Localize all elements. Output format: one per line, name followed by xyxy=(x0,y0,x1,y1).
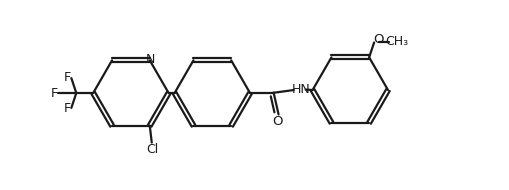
Text: F: F xyxy=(64,71,71,84)
Text: Cl: Cl xyxy=(147,143,159,156)
Text: F: F xyxy=(64,102,71,115)
Text: N: N xyxy=(146,53,155,66)
Text: O: O xyxy=(373,32,383,45)
Text: HN: HN xyxy=(291,82,310,96)
Text: CH₃: CH₃ xyxy=(385,36,409,48)
Text: F: F xyxy=(51,86,58,100)
Text: O: O xyxy=(273,115,283,128)
